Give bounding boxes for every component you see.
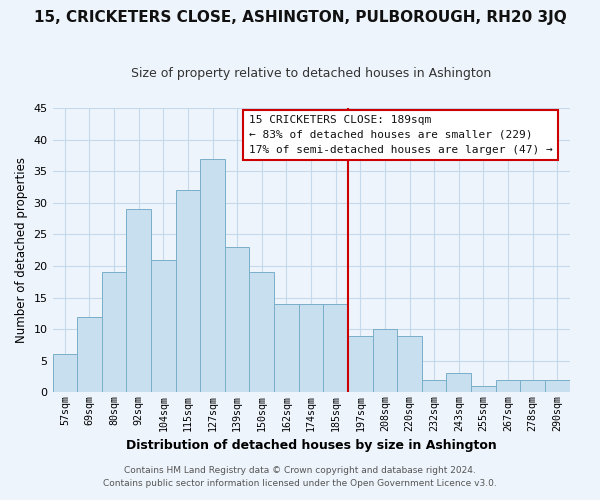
Bar	[200, 158, 225, 392]
Bar	[77, 316, 102, 392]
Bar	[151, 260, 176, 392]
Bar	[274, 304, 299, 392]
Text: Contains HM Land Registry data © Crown copyright and database right 2024.
Contai: Contains HM Land Registry data © Crown c…	[103, 466, 497, 487]
Bar	[323, 304, 348, 392]
Bar	[299, 304, 323, 392]
Text: 15 CRICKETERS CLOSE: 189sqm
← 83% of detached houses are smaller (229)
17% of se: 15 CRICKETERS CLOSE: 189sqm ← 83% of det…	[249, 115, 553, 155]
Bar	[348, 336, 373, 392]
Bar	[471, 386, 496, 392]
Bar	[446, 374, 471, 392]
Bar	[176, 190, 200, 392]
Bar	[397, 336, 422, 392]
X-axis label: Distribution of detached houses by size in Ashington: Distribution of detached houses by size …	[125, 440, 496, 452]
Title: Size of property relative to detached houses in Ashington: Size of property relative to detached ho…	[131, 68, 491, 80]
Bar	[127, 209, 151, 392]
Bar	[250, 272, 274, 392]
Bar	[373, 329, 397, 392]
Bar	[53, 354, 77, 393]
Bar	[520, 380, 545, 392]
Bar	[545, 380, 569, 392]
Bar	[496, 380, 520, 392]
Bar	[422, 380, 446, 392]
Bar	[102, 272, 127, 392]
Text: 15, CRICKETERS CLOSE, ASHINGTON, PULBOROUGH, RH20 3JQ: 15, CRICKETERS CLOSE, ASHINGTON, PULBORO…	[34, 10, 566, 25]
Bar	[225, 247, 250, 392]
Y-axis label: Number of detached properties: Number of detached properties	[15, 157, 28, 343]
